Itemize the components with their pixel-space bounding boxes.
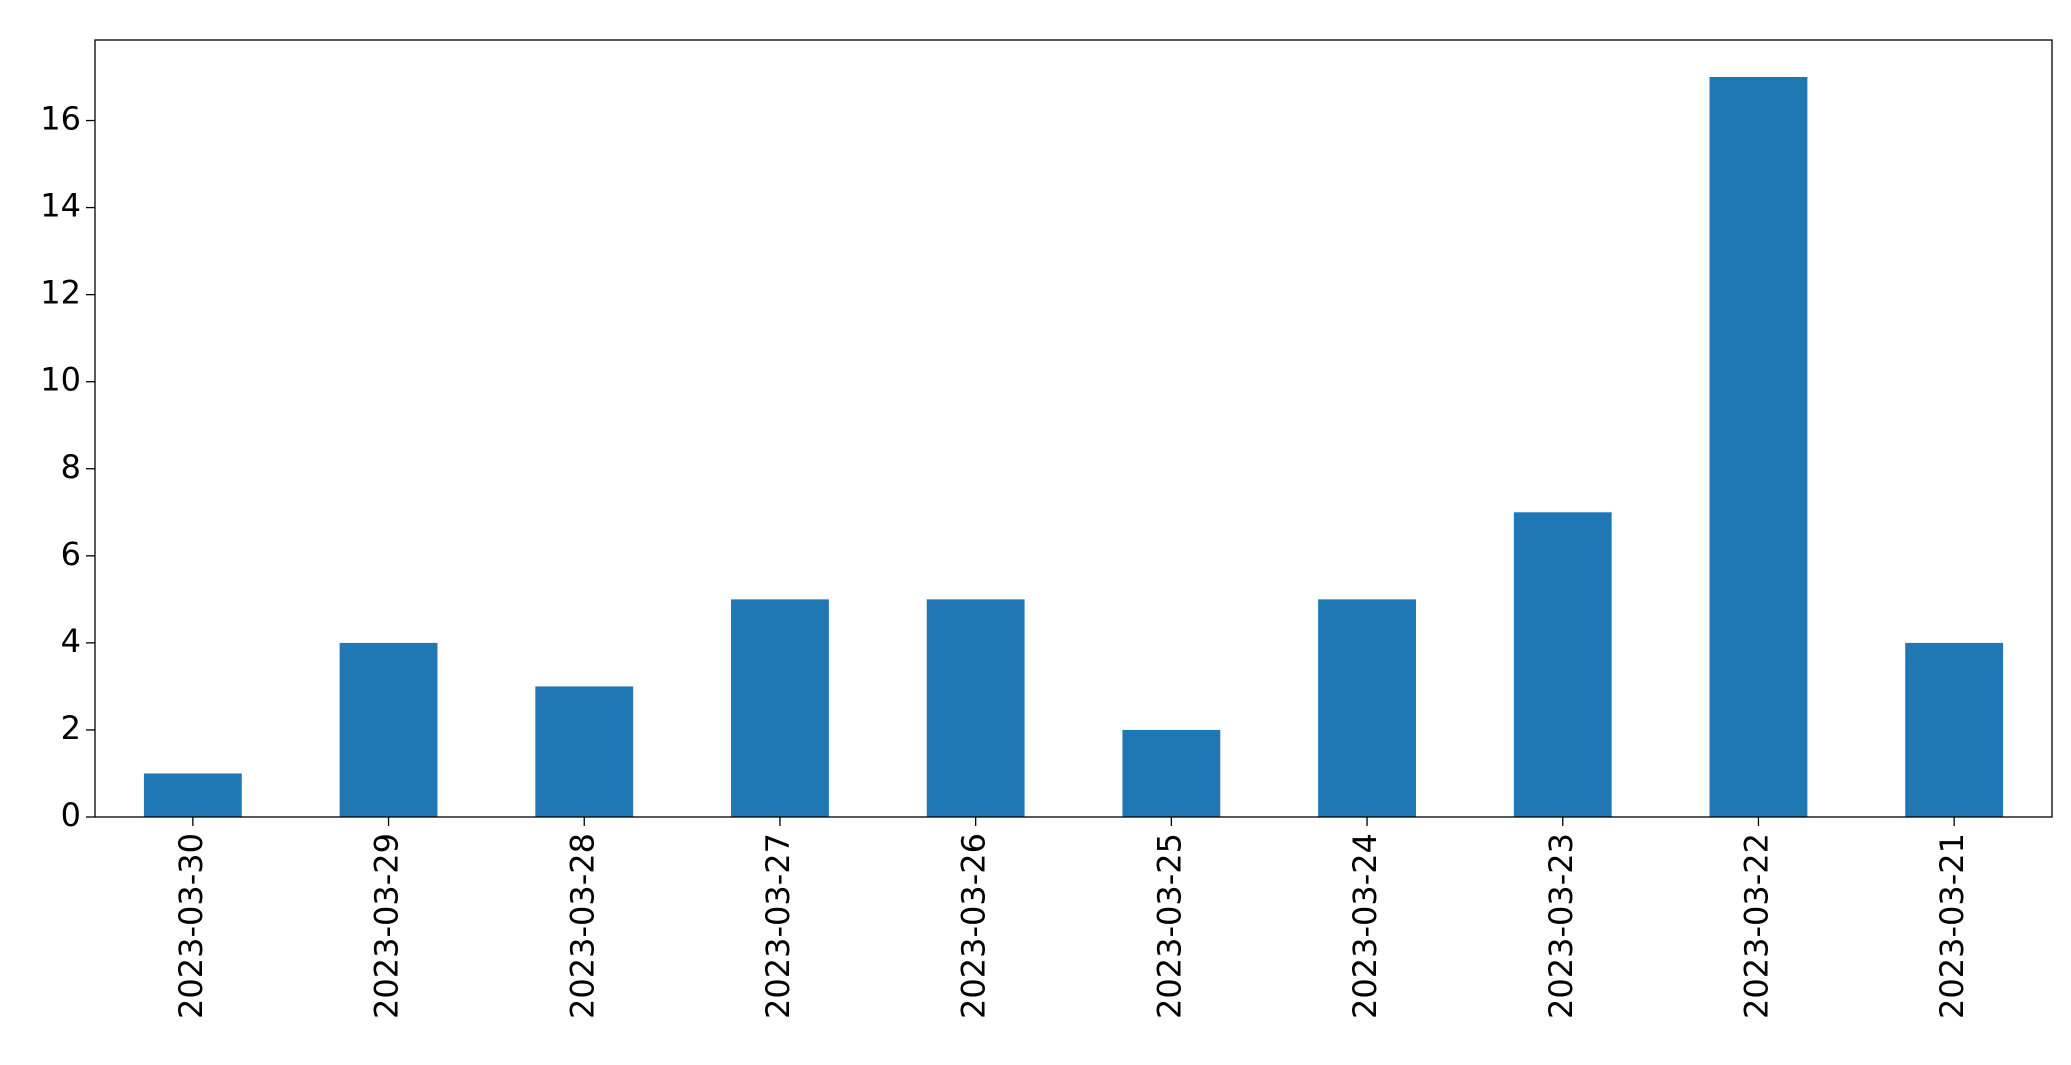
y-tick-label: 16	[40, 100, 81, 138]
bar	[1709, 77, 1808, 817]
x-tick-label: 2023-03-25	[1150, 833, 1188, 1019]
bar	[143, 773, 242, 817]
x-tick-label: 2023-03-29	[368, 833, 406, 1019]
bar	[339, 642, 438, 817]
y-tick-label: 12	[40, 274, 81, 312]
bar	[731, 599, 829, 817]
y-tick-label: 14	[40, 187, 81, 225]
bar	[1513, 512, 1612, 817]
y-tick-label: 4	[61, 622, 81, 660]
bar	[926, 599, 1025, 817]
x-tick-label: 2023-03-22	[1737, 833, 1775, 1019]
bar	[1905, 642, 2004, 817]
y-tick-label: 2	[61, 709, 81, 747]
y-tick-label: 10	[40, 361, 81, 399]
x-tick-label: 2023-03-24	[1346, 833, 1384, 1019]
bar	[1318, 599, 1416, 817]
bar	[535, 686, 634, 817]
y-tick-label: 8	[61, 448, 81, 486]
x-tick-label: 2023-03-27	[759, 833, 797, 1019]
x-tick-label: 2023-03-21	[1933, 833, 1971, 1019]
y-tick-label: 6	[61, 535, 81, 573]
x-tick-label: 2023-03-23	[1542, 833, 1580, 1019]
x-tick-label: 2023-03-28	[563, 833, 601, 1019]
x-tick-label: 2023-03-30	[172, 833, 210, 1019]
x-tick-label: 2023-03-26	[955, 833, 993, 1019]
y-tick-label: 0	[61, 796, 81, 834]
plot-frame	[94, 39, 2053, 818]
bar	[1122, 729, 1221, 817]
